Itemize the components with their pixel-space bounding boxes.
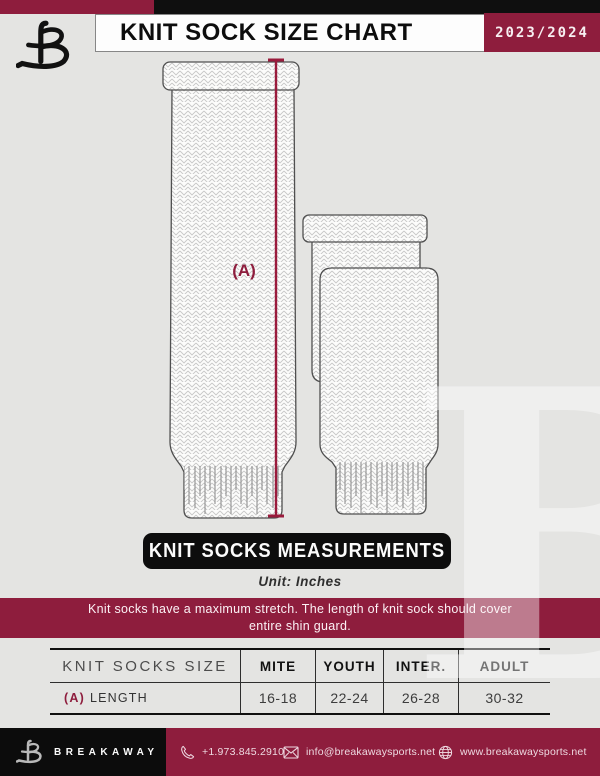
footer-monogram-icon [16,739,42,763]
footer-email-text: info@breakawaysports.net [306,746,436,758]
row-label-length: (A) LENGTH [50,683,240,713]
footer-brand-block: BREAKAWAY [0,728,166,776]
measurement-line-a [268,58,284,518]
note-line-2: entire shin guard. [249,619,351,633]
row-label-a-prefix: (A) [64,691,85,705]
footer-email: info@breakawaysports.net [283,728,435,776]
stretch-note-banner: Knit socks have a maximum stretch. The l… [0,598,600,638]
measurements-banner-text: KNIT SOCKS MEASUREMENTS [148,539,446,562]
phone-icon [180,745,195,760]
value-youth: 22-24 [315,683,383,713]
col-header-mite: MITE [240,650,315,682]
size-table-length-row: (A) LENGTH 16-18 22-24 26-28 30-32 [50,683,550,713]
sock-large [162,61,300,519]
size-table-header-row: KNIT SOCKS SIZE MITE YOUTH INTER. ADULT [50,650,550,683]
sock-diagram: (A) [162,58,439,519]
value-mite: 16-18 [240,683,315,713]
col-header-inter: INTER. [383,650,458,682]
globe-icon [438,745,453,760]
row-label-text: LENGTH [89,691,148,705]
unit-label: Unit: Inches [258,574,342,589]
footer: BREAKAWAY +1.973.845.2910 info@breakaway… [0,728,600,776]
top-strip-maroon [0,0,154,14]
measurement-label-a: (A) [232,261,256,280]
season-badge: 2023/2024 [484,13,600,52]
footer-phone-text: +1.973.845.2910 [202,746,285,758]
note-line-1: Knit socks have a maximum stretch. The l… [87,602,513,616]
size-table: KNIT SOCKS SIZE MITE YOUTH INTER. ADULT … [50,648,550,715]
col-header-adult: ADULT [458,650,550,682]
sock-small [319,267,439,515]
footer-website-text: www.breakawaysports.net [460,746,587,758]
measurements-banner: KNIT SOCKS MEASUREMENTS [143,533,451,569]
top-strip-black [154,0,600,14]
page-title: KNIT SOCK SIZE CHART [95,14,486,52]
col-header-size: KNIT SOCKS SIZE [62,657,228,675]
col-header-youth: YOUTH [315,650,383,682]
value-inter: 26-28 [383,683,458,713]
email-icon [283,745,299,759]
footer-phone: +1.973.845.2910 [180,728,284,776]
value-adult: 30-32 [458,683,550,713]
footer-website: www.breakawaysports.net [438,728,587,776]
footer-brand-name: BREAKAWAY [54,746,159,758]
breakaway-monogram-icon [16,20,70,69]
